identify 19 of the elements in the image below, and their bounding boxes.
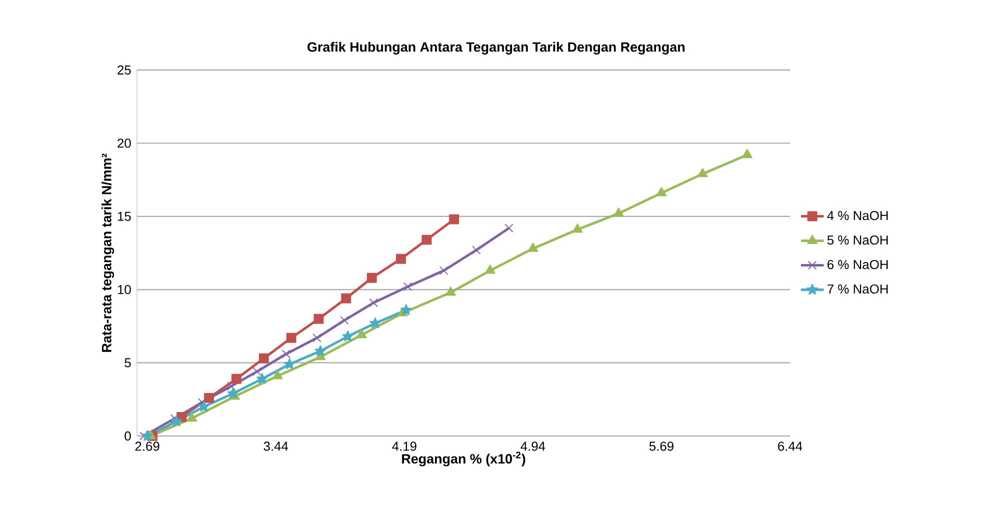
- y-tick-label: 0: [124, 431, 131, 441]
- x-tick-label: 6.44: [778, 442, 802, 451]
- y-tick-label: 15: [118, 212, 131, 221]
- legend-label: 4 % NaOH: [827, 210, 888, 220]
- x-tick-label: 4.94: [520, 442, 546, 451]
- legend-label: 6 % NaOH: [828, 260, 888, 270]
- legend-label: 7 % NaOH: [828, 284, 888, 294]
- x-axis-title: Regangan % (x10$^{-2}$): [402, 452, 526, 466]
- x-tick-label: 5.69: [649, 442, 674, 451]
- y-tick-label: 20: [118, 138, 131, 148]
- y-axis-title: Rata-rata tegangan tarik N/mm²: [102, 154, 114, 352]
- x-tick-label: 2.69: [135, 442, 160, 451]
- y-tick-label: 5: [124, 358, 131, 368]
- y-tick-label: 25: [118, 65, 131, 75]
- x-tick-label: 3.44: [264, 442, 288, 451]
- legend-label: 5 % NaOH: [827, 235, 888, 245]
- x-tick-label: 4.19: [392, 442, 416, 451]
- y-tick-label: 10: [118, 285, 131, 294]
- chart-title: Grafik Hubungan Antara Tegangan Tarik Dengan Regangan: [308, 42, 685, 55]
